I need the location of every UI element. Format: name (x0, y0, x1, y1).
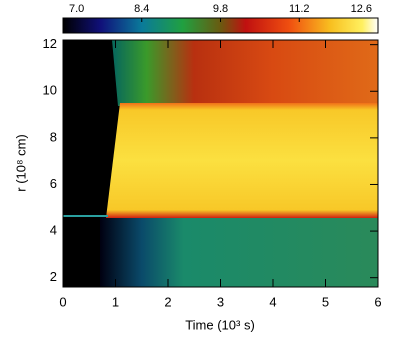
x-tick-label: 6 (374, 294, 381, 309)
x-tick-label: 2 (164, 294, 171, 309)
x-axis-label: Time (10³ s) (185, 317, 255, 332)
colorbar-tick-label: 9.8 (213, 3, 228, 15)
y-tick-label: 10 (43, 83, 57, 98)
colorbar-tick-label: 11.2 (289, 3, 310, 15)
y-tick-label: 6 (50, 176, 57, 191)
x-tick-label: 4 (269, 294, 276, 309)
y-axis-label: r (10⁸ cm) (13, 134, 28, 191)
y-tick-label: 2 (50, 269, 57, 284)
x-tick-label: 3 (217, 294, 224, 309)
x-tick-label: 0 (59, 294, 66, 309)
x-tick-label: 5 (322, 294, 329, 309)
y-tick-label: 12 (43, 36, 57, 51)
colorbar-tick-label: 12.6 (351, 3, 372, 15)
y-tick-label: 8 (50, 129, 57, 144)
x-tick-label: 1 (112, 294, 119, 309)
colorbar-tick-label: 7.0 (69, 3, 84, 15)
y-tick-label: 4 (50, 223, 57, 238)
heatmap-image (63, 40, 378, 287)
colorbar-tick-label: 8.4 (134, 3, 149, 15)
